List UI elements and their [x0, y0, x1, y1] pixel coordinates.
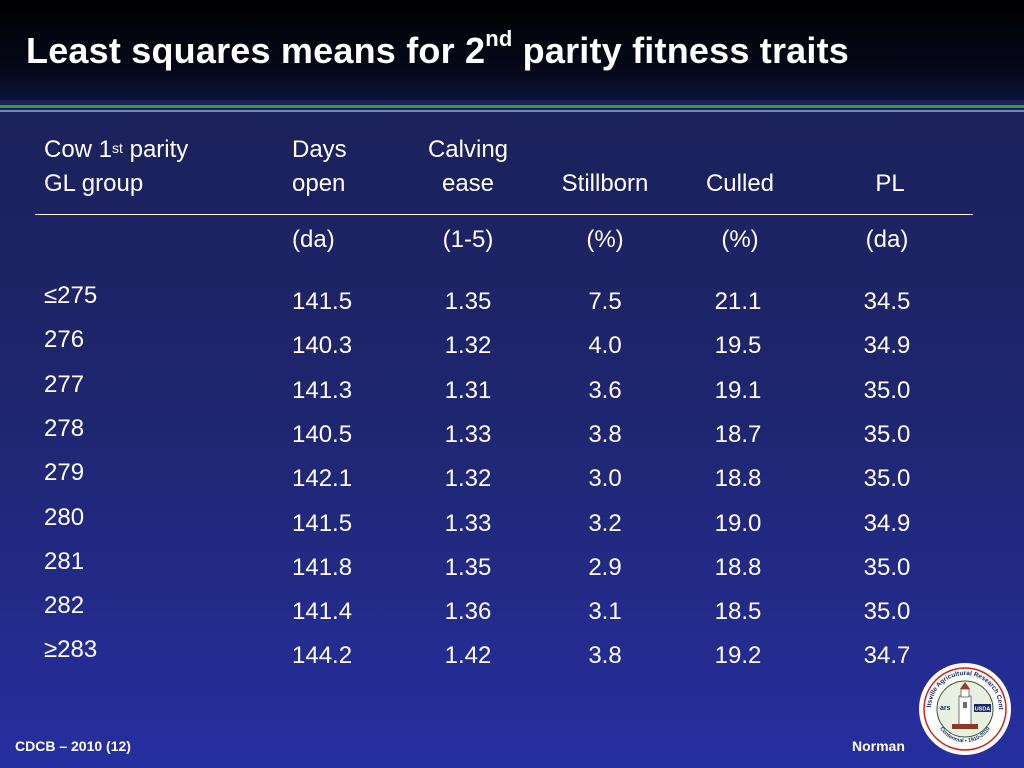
slide-title: Least squares means for 2nd parity fitne…: [26, 26, 849, 72]
cell-days-open: 140.3: [292, 332, 353, 360]
gl-group-label: 282: [44, 592, 85, 620]
header-days-open: Days open: [292, 133, 347, 201]
unit-culled: (%): [721, 226, 759, 253]
cell-calving-ease: 1.42: [444, 642, 492, 670]
cell-calving-ease: 1.32: [444, 332, 492, 360]
cell-culled: 19.5: [714, 332, 762, 360]
cell-calving-ease: 1.33: [444, 420, 492, 448]
footer-left: CDCB – 2010 (12): [15, 738, 131, 754]
cell-pl: 35.0: [863, 598, 911, 626]
gl-group-label: 279: [44, 459, 85, 487]
header-rule: [35, 214, 973, 215]
unit-stillborn: (%): [586, 226, 624, 253]
gl-group-label: ≤275: [44, 282, 98, 309]
header-gl-group-line2: GL group: [44, 170, 144, 197]
header-calving-ease-line1: Calving: [427, 136, 509, 163]
cell-culled: 18.7: [714, 420, 762, 448]
header-gl-group-line1: Cow 1st parity: [44, 133, 188, 167]
cell-pl: 35.0: [863, 376, 911, 404]
cell-pl: 34.5: [863, 288, 911, 315]
header-days-open-line2: open: [292, 170, 346, 197]
cell-pl: 34.9: [863, 509, 911, 537]
cell-stillborn: 3.6: [588, 376, 622, 404]
header-calving-ease-line2: ease: [441, 170, 495, 197]
logo-red-ring: [923, 667, 1007, 751]
barc-centennial-logo: Beltsville Agricultural Research Center …: [918, 662, 1011, 755]
cell-days-open: 141.5: [292, 509, 353, 537]
footer-right: Norman: [852, 738, 905, 754]
cell-culled: 19.0: [714, 509, 762, 537]
divider-blue: [0, 110, 1024, 112]
cell-stillborn: 7.5: [588, 288, 622, 315]
header-gl-group: Cow 1st parity GL group: [44, 133, 188, 201]
cell-pl: 35.0: [863, 465, 911, 493]
header-culled: Culled: [705, 170, 775, 197]
header-gl-text: Cow 1: [44, 136, 113, 163]
cell-stillborn: 3.8: [588, 420, 622, 448]
title-text: Least squares means for 2: [26, 30, 486, 71]
cell-stillborn: 2.9: [588, 553, 622, 581]
divider-green: [0, 105, 1024, 108]
cell-stillborn: 3.2: [588, 509, 622, 537]
header-pl: PL: [875, 170, 905, 197]
gl-group-label: ≥283: [44, 636, 98, 664]
cell-culled: 18.8: [714, 465, 762, 493]
cell-calving-ease: 1.35: [444, 288, 492, 315]
gl-group-label: 278: [44, 414, 85, 442]
cell-days-open: 141.5: [292, 288, 353, 315]
cell-culled: 18.5: [714, 598, 762, 626]
unit-pl: (da): [865, 226, 909, 253]
cell-calving-ease: 1.31: [444, 376, 492, 404]
header-gl-superscript: st: [112, 140, 123, 156]
unit-calving-ease: (1-5): [442, 226, 494, 253]
gl-group-label: 276: [44, 326, 85, 354]
cell-days-open: 144.2: [292, 642, 353, 670]
cell-pl: 35.0: [863, 553, 911, 581]
gl-group-label: 277: [44, 370, 85, 398]
gl-group-label: 280: [44, 503, 85, 531]
cell-stillborn: 3.1: [588, 598, 622, 626]
cell-stillborn: 3.0: [588, 465, 622, 493]
header-stillborn: Stillborn: [561, 170, 649, 197]
cell-pl: 34.9: [863, 332, 911, 360]
cell-days-open: 140.5: [292, 420, 353, 448]
unit-days-open: (da): [292, 226, 335, 253]
cell-days-open: 141.8: [292, 553, 353, 581]
cell-calving-ease: 1.35: [444, 553, 492, 581]
cell-pl: 35.0: [863, 420, 911, 448]
cell-calving-ease: 1.32: [444, 465, 492, 493]
gl-group-label: 281: [44, 547, 85, 575]
header-days-open-line1: Days: [292, 136, 347, 163]
building-icon: [952, 682, 978, 729]
cell-calving-ease: 1.33: [444, 509, 492, 537]
title-text-end: parity fitness traits: [512, 30, 849, 71]
ars-mark: ars: [940, 705, 951, 712]
cell-stillborn: 4.0: [588, 332, 622, 360]
cell-culled: 19.1: [714, 376, 762, 404]
cell-culled: 18.8: [714, 553, 762, 581]
cell-days-open: 141.4: [292, 598, 353, 626]
usda-badge: [974, 704, 991, 712]
cell-stillborn: 3.8: [588, 642, 622, 670]
usda-text: USDA: [975, 707, 991, 713]
title-bar: Least squares means for 2nd parity fitne…: [0, 0, 1024, 100]
header-calving-ease: Calving ease: [408, 133, 528, 201]
cell-days-open: 141.3: [292, 376, 353, 404]
cell-pl: 34.7: [863, 642, 911, 670]
cell-culled: 21.1: [714, 288, 762, 315]
cell-days-open: 142.1: [292, 465, 353, 493]
cell-culled: 19.2: [714, 642, 762, 670]
title-superscript: nd: [485, 26, 513, 51]
cell-calving-ease: 1.36: [444, 598, 492, 626]
header-gl-text-end: parity: [122, 136, 189, 163]
